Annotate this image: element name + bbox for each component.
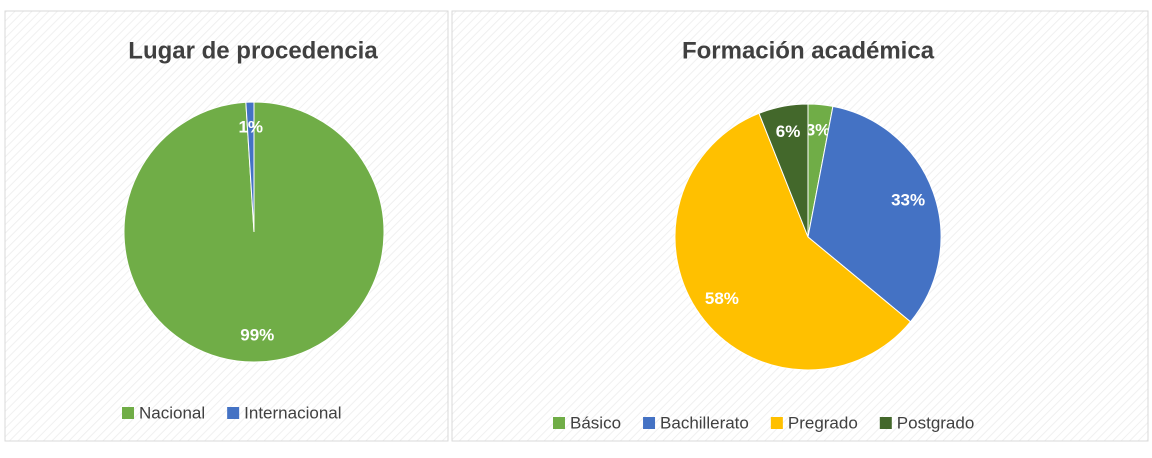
legend-swatch <box>770 417 783 429</box>
chart-title: Lugar de procedencia <box>128 37 378 64</box>
legend-swatch <box>553 417 565 429</box>
pie-slice <box>807 105 942 323</box>
data-label: 33% <box>891 190 925 209</box>
legend-label: Postgrado <box>897 413 975 432</box>
legend-label: Bachillerato <box>660 413 749 432</box>
pie-slice <box>674 112 912 371</box>
legend-label: Básico <box>570 413 621 432</box>
data-label: 58% <box>705 289 739 308</box>
chart-title: Formación académica <box>682 37 935 64</box>
data-label: 1% <box>238 118 263 137</box>
data-label: 99% <box>240 325 274 344</box>
legend-swatch <box>227 407 240 419</box>
legend-swatch <box>879 417 892 429</box>
data-label: 3% <box>806 121 831 140</box>
legend-label: Nacional <box>139 403 205 422</box>
legend-swatch <box>122 407 134 419</box>
data-label: 6% <box>776 122 801 141</box>
legend-label: Internacional <box>244 403 341 422</box>
legend-swatch <box>643 417 656 429</box>
legend-label: Pregrado <box>788 413 858 432</box>
pie-slice <box>245 101 255 233</box>
pie-slice <box>758 103 809 238</box>
